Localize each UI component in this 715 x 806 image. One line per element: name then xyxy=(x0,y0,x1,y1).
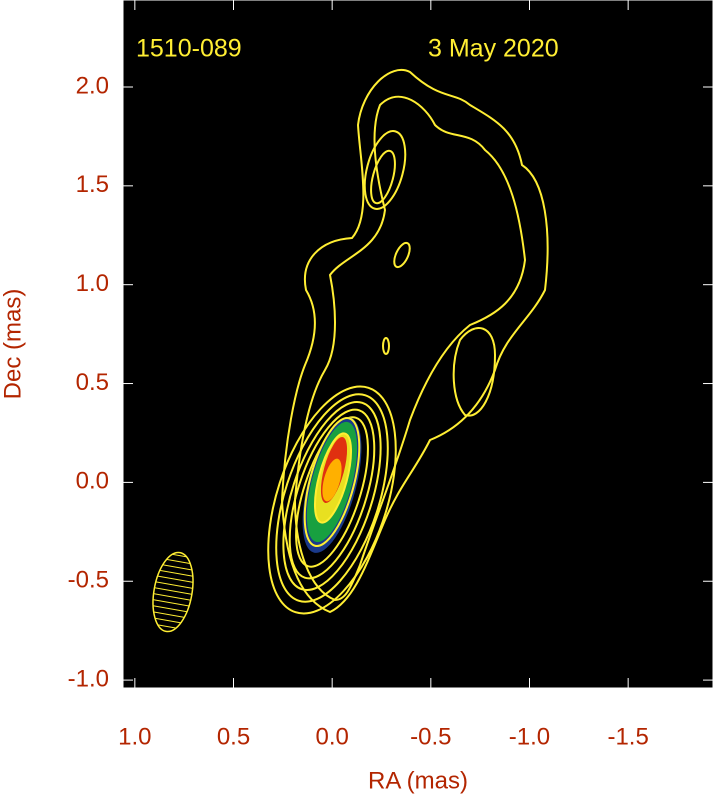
y-tick-label: -0.5 xyxy=(68,567,109,594)
annotation: 1510-089 xyxy=(136,35,242,63)
contour xyxy=(370,149,396,205)
contour xyxy=(313,432,353,524)
contour xyxy=(382,337,390,355)
x-tick-label: -1.0 xyxy=(509,723,550,750)
y-tick-label: -1.0 xyxy=(68,665,109,692)
contour xyxy=(393,241,411,269)
y-tick-label: 2.0 xyxy=(76,72,109,99)
x-tick-label: -0.5 xyxy=(410,723,451,750)
contour xyxy=(452,327,497,417)
core xyxy=(322,458,342,502)
y-tick-label: 0.5 xyxy=(76,369,109,396)
y-axis-label: Dec (mas) xyxy=(0,289,26,400)
y-tick-label: 1.0 xyxy=(76,270,109,297)
contour xyxy=(363,130,407,210)
contour xyxy=(280,69,549,614)
x-tick-label: 1.0 xyxy=(118,723,151,750)
plot-area xyxy=(123,0,713,688)
contour xyxy=(293,95,527,602)
plot-frame xyxy=(122,0,714,689)
x-tick-label: 0.5 xyxy=(217,723,250,750)
contour xyxy=(295,416,369,568)
contour xyxy=(275,393,389,603)
x-tick-label: -1.5 xyxy=(607,723,648,750)
y-tick-label: 1.5 xyxy=(76,171,109,198)
x-axis-label: RA (mas) xyxy=(368,767,468,794)
beam xyxy=(152,551,194,633)
y-tick-label: 0.0 xyxy=(76,468,109,495)
contours xyxy=(267,69,549,615)
x-tick-label: 0.0 xyxy=(315,723,348,750)
contour xyxy=(288,408,376,580)
contour xyxy=(303,416,361,548)
annotation: 3 May 2020 xyxy=(428,35,559,63)
contour xyxy=(282,400,382,592)
contour xyxy=(267,385,397,615)
